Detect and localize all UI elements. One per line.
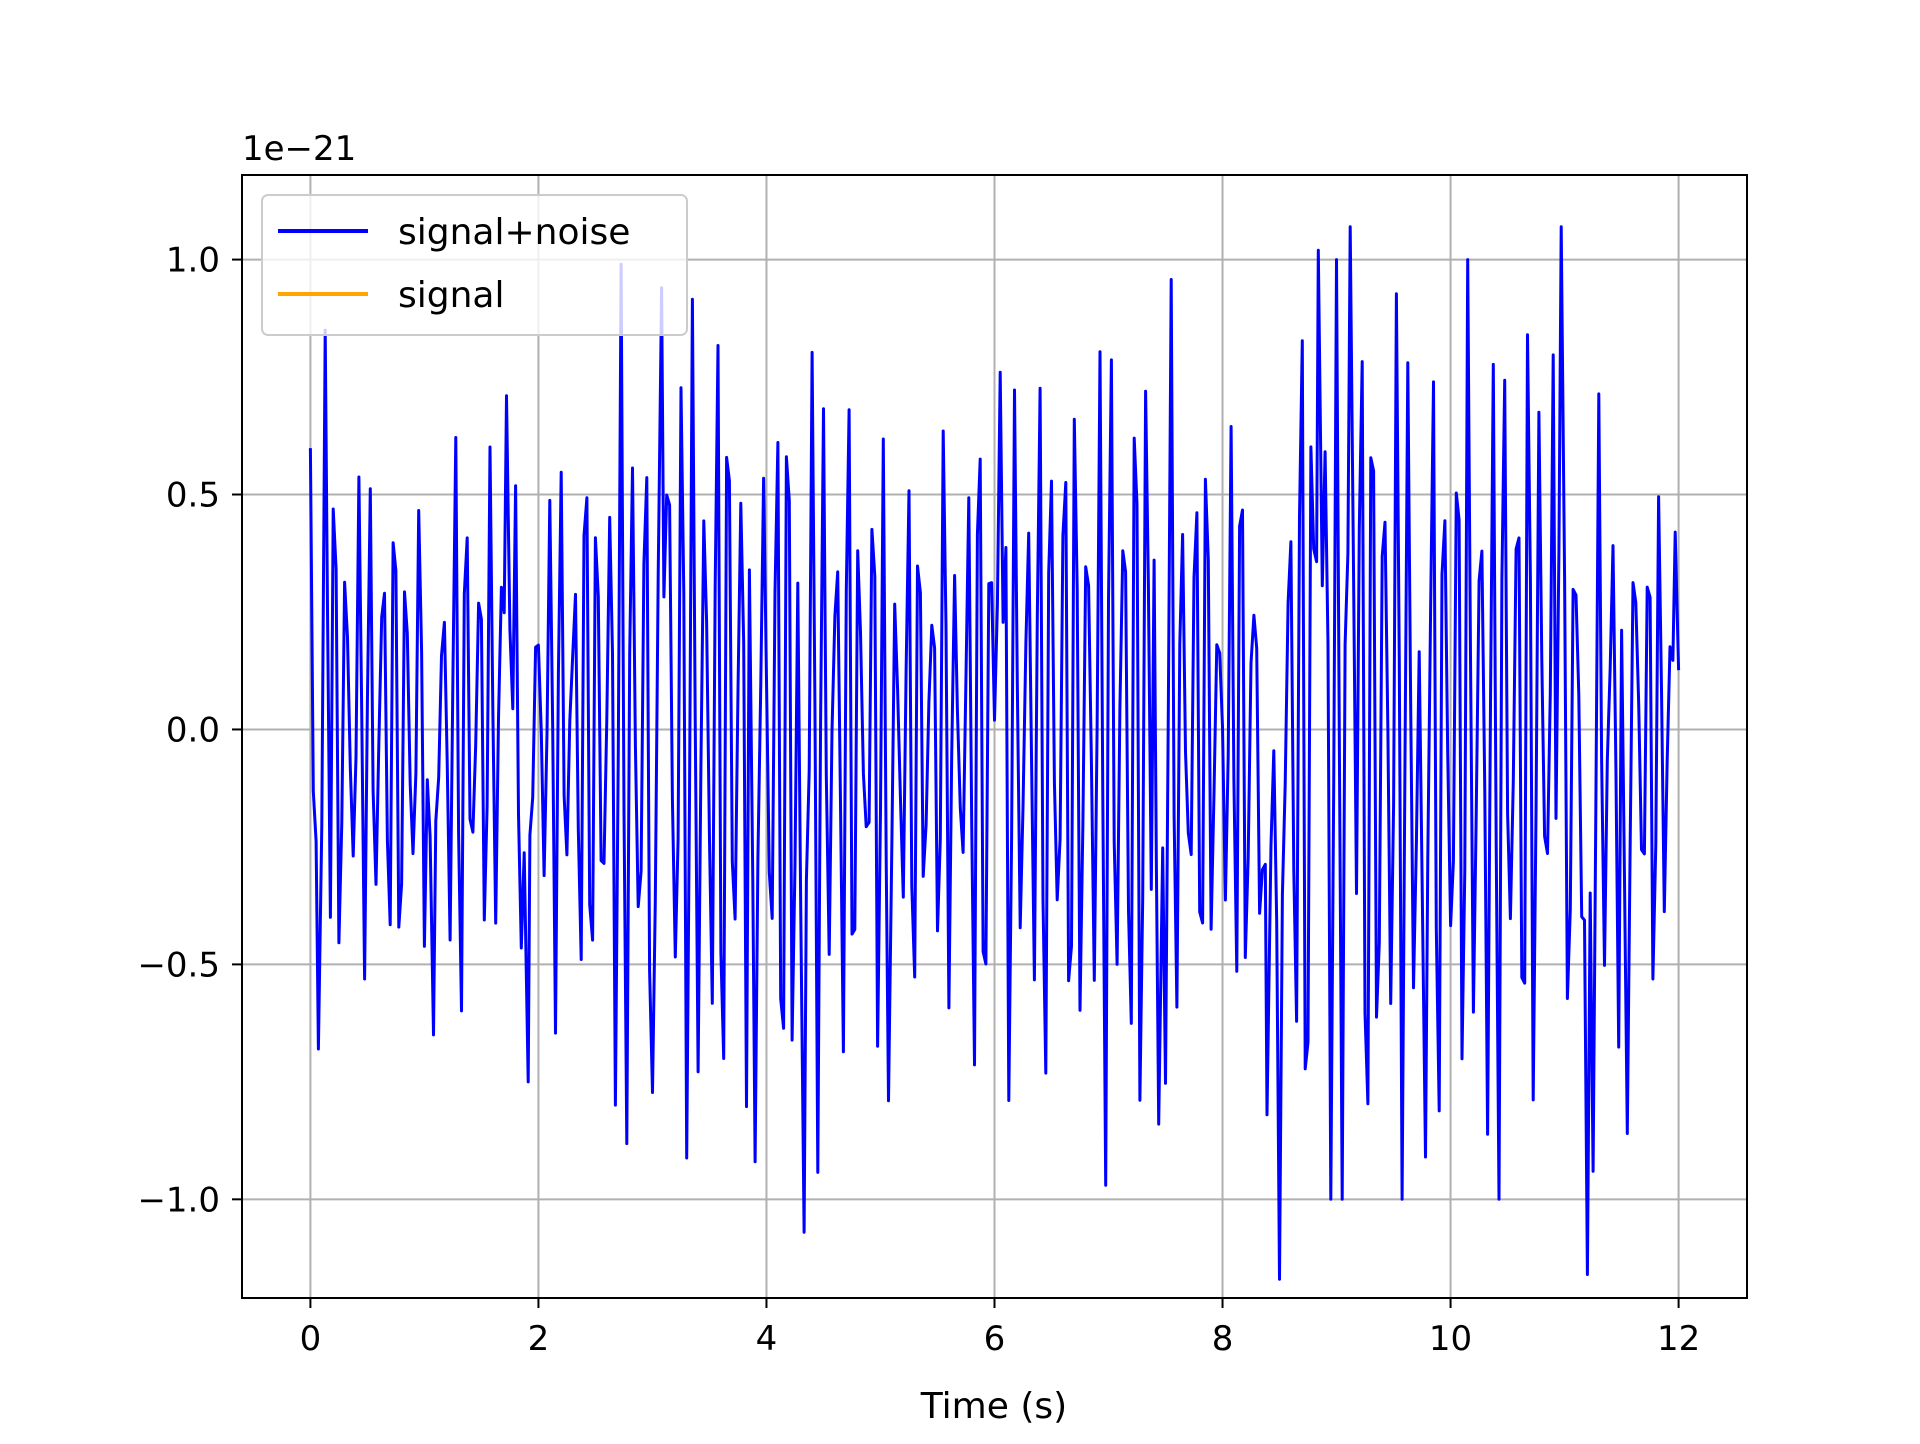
x-axis-label: Time (s) (920, 1386, 1067, 1427)
y-tick-label: 1.0 (166, 241, 220, 281)
x-tick-label: 8 (1212, 1319, 1234, 1359)
y-tick-label: −0.5 (137, 945, 220, 985)
series-line-signal-noise (308, 225, 1681, 1281)
grid-lines (242, 175, 1747, 1298)
legend-label-signal-noise: signal+noise (398, 212, 630, 253)
x-axis: 0 2 4 6 8 10 12 (300, 1298, 1700, 1359)
legend: signal+noise signal (261, 194, 688, 336)
y-tick-label: −1.0 (137, 1180, 220, 1220)
x-tick-label: 6 (984, 1319, 1006, 1359)
y-tick-label: 0.5 (166, 476, 220, 516)
legend-box (261, 194, 688, 336)
x-tick-label: 10 (1429, 1319, 1472, 1359)
legend-label-signal: signal (398, 275, 505, 316)
x-tick-label: 0 (300, 1319, 322, 1359)
y-axis-offset-label: 1e−21 (242, 129, 356, 169)
x-tick-label: 2 (528, 1319, 550, 1359)
y-tick-label: 0.0 (166, 710, 220, 750)
x-tick-label: 12 (1657, 1319, 1700, 1359)
x-tick-label: 4 (756, 1319, 778, 1359)
y-axis: −1.0 −0.5 0.0 0.5 1.0 (137, 241, 242, 1220)
series-layer (308, 225, 1681, 1281)
